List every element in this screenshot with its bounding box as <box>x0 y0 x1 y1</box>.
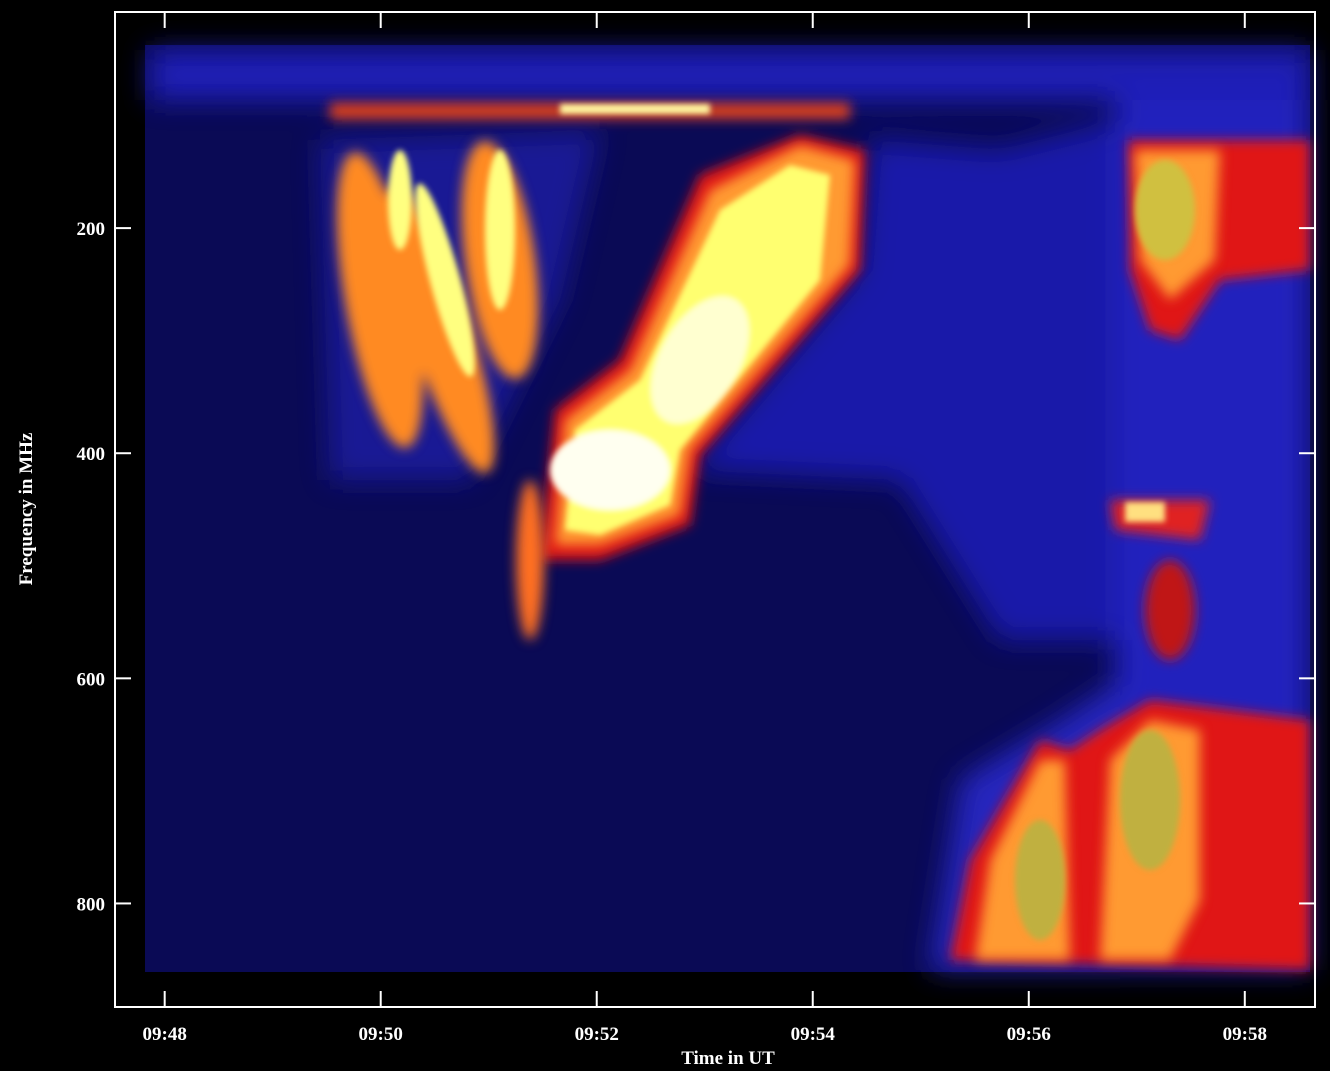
x-tick-label: 09:52 <box>575 1024 619 1045</box>
x-tick-label: 09:50 <box>359 1024 403 1045</box>
y-tick-label: 200 <box>77 219 106 240</box>
y-tick-label: 600 <box>77 669 106 690</box>
page: Time in UT Frequency in MHz 09:48 09:50 09… <box>0 0 1330 1071</box>
y-axis-label: Frequency in MHz <box>16 432 37 585</box>
y-tick-label: 800 <box>77 894 106 915</box>
y-tick-label: 400 <box>77 444 106 465</box>
x-axis-label: Time in UT <box>681 1048 775 1069</box>
x-tick-label: 09:58 <box>1223 1024 1267 1045</box>
chart: Time in UT Frequency in MHz 09:48 09:50 09… <box>0 0 1330 1071</box>
x-tick-label: 09:54 <box>791 1024 836 1045</box>
x-tick-label: 09:56 <box>1007 1024 1051 1045</box>
x-tick-label: 09:48 <box>143 1024 187 1045</box>
spectrogram-image <box>145 45 1310 972</box>
